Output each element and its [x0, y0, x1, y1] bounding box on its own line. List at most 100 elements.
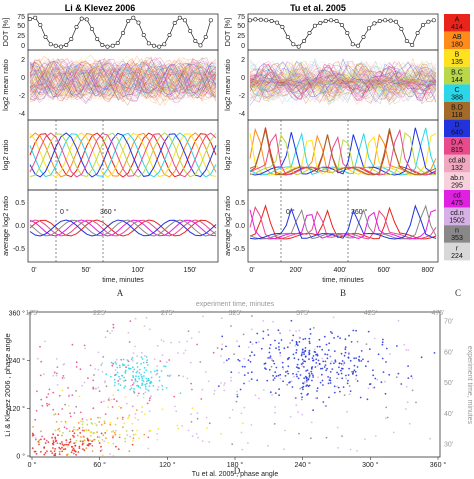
scatter-point — [334, 360, 337, 363]
scatter-point — [109, 422, 112, 424]
scatter-point — [60, 420, 63, 423]
legend-count: 135 — [451, 59, 463, 66]
scatter-point — [150, 371, 152, 373]
legend-swatch — [444, 225, 470, 243]
scatter-point — [61, 441, 63, 443]
ytick: 2 — [241, 57, 245, 64]
scatter-point — [124, 396, 127, 398]
scatter-point — [54, 413, 57, 415]
scatter-point — [118, 433, 121, 436]
scatter-point — [112, 435, 114, 438]
scatter-point — [293, 357, 296, 360]
scatter-point — [116, 417, 119, 420]
scatter-point — [300, 363, 303, 366]
dot-point — [431, 18, 436, 23]
scatter-xtick: 240 ° — [294, 461, 311, 469]
scatter-point — [241, 365, 244, 368]
legend-swatch — [444, 66, 470, 85]
scatter-point — [96, 436, 99, 438]
scatter-point — [405, 349, 408, 351]
scatter-point — [279, 373, 282, 376]
cluster-ratio-line — [249, 128, 437, 176]
scatter-point — [73, 426, 75, 429]
scatter-point — [388, 373, 391, 376]
scatter-point — [145, 356, 148, 358]
scatter-point — [143, 375, 145, 377]
dot-point — [334, 18, 339, 23]
scatter-point — [95, 424, 98, 427]
ylabel-avg-left: average log2 ratio — [1, 196, 10, 256]
dot-point — [110, 43, 115, 48]
scatter-point — [303, 382, 306, 384]
scatter-point — [301, 358, 304, 361]
dot-point — [318, 20, 323, 25]
scatter-point — [55, 439, 58, 442]
scatter-point — [132, 439, 134, 442]
scatter-point — [55, 421, 58, 423]
scatter-top-tick: 325' — [228, 310, 241, 317]
scatter-point — [311, 379, 313, 382]
dot-point — [183, 18, 188, 23]
scatter-point — [91, 440, 94, 443]
scatter-point — [133, 368, 136, 371]
scatter-point — [231, 443, 234, 445]
scatter-point — [65, 441, 68, 444]
scatter-point — [73, 432, 76, 435]
scatter-point — [54, 448, 57, 450]
scatter-point — [82, 440, 84, 443]
scatter-point — [164, 365, 167, 368]
scatter-point — [267, 334, 270, 336]
scatter-point — [243, 406, 246, 409]
scatter-point — [297, 367, 299, 369]
scatter-point — [329, 331, 332, 333]
scatter-point — [301, 365, 304, 367]
scatter-point — [73, 428, 75, 431]
scatter-point — [298, 432, 300, 435]
scatter-point — [73, 442, 76, 445]
scatter-point — [340, 369, 342, 372]
scatter-point — [140, 356, 143, 358]
scatter-point — [114, 423, 117, 426]
scatter-point — [85, 447, 88, 449]
scatter-point — [308, 358, 310, 360]
scatter-point — [145, 369, 148, 372]
scatter-point — [56, 366, 59, 368]
scatter-point — [90, 422, 93, 424]
scatter-point — [303, 366, 305, 368]
dot-point — [274, 20, 279, 25]
profile-line — [249, 58, 437, 106]
scatter-point — [129, 320, 132, 322]
scatter-point — [337, 447, 339, 449]
dot-point — [393, 19, 398, 24]
scatter-point — [132, 370, 135, 373]
scatter-point — [315, 362, 318, 364]
scatter-point — [344, 351, 347, 354]
scatter-point — [99, 417, 101, 419]
scatter-point — [317, 376, 320, 379]
scatter-point — [346, 410, 348, 413]
legend-code: D — [454, 122, 459, 129]
scatter-point — [73, 412, 76, 414]
scatter-point — [190, 337, 193, 339]
scatter-point — [61, 446, 63, 449]
scatter-point — [314, 397, 317, 399]
scatter-point — [385, 406, 388, 409]
scatter-point — [52, 374, 55, 377]
scatter-point — [161, 408, 164, 411]
scatter-point — [238, 345, 241, 348]
scatter-point — [123, 376, 125, 379]
scatter-point — [247, 442, 249, 444]
scatter-point — [228, 416, 231, 419]
scatter-point — [284, 375, 287, 377]
scatter-point — [236, 393, 239, 396]
scatter-point — [106, 429, 108, 432]
scatter-point — [318, 362, 321, 365]
scatter-point — [279, 354, 282, 357]
scatter-point — [327, 382, 330, 385]
scatter-right-tick: 30' — [444, 442, 453, 449]
scatter-point — [286, 383, 289, 386]
scatter-point — [166, 374, 169, 377]
legend-swatch — [444, 84, 470, 102]
ylabel-mean-left: log2 mean ratio — [1, 59, 10, 111]
scatter-point — [241, 448, 244, 451]
